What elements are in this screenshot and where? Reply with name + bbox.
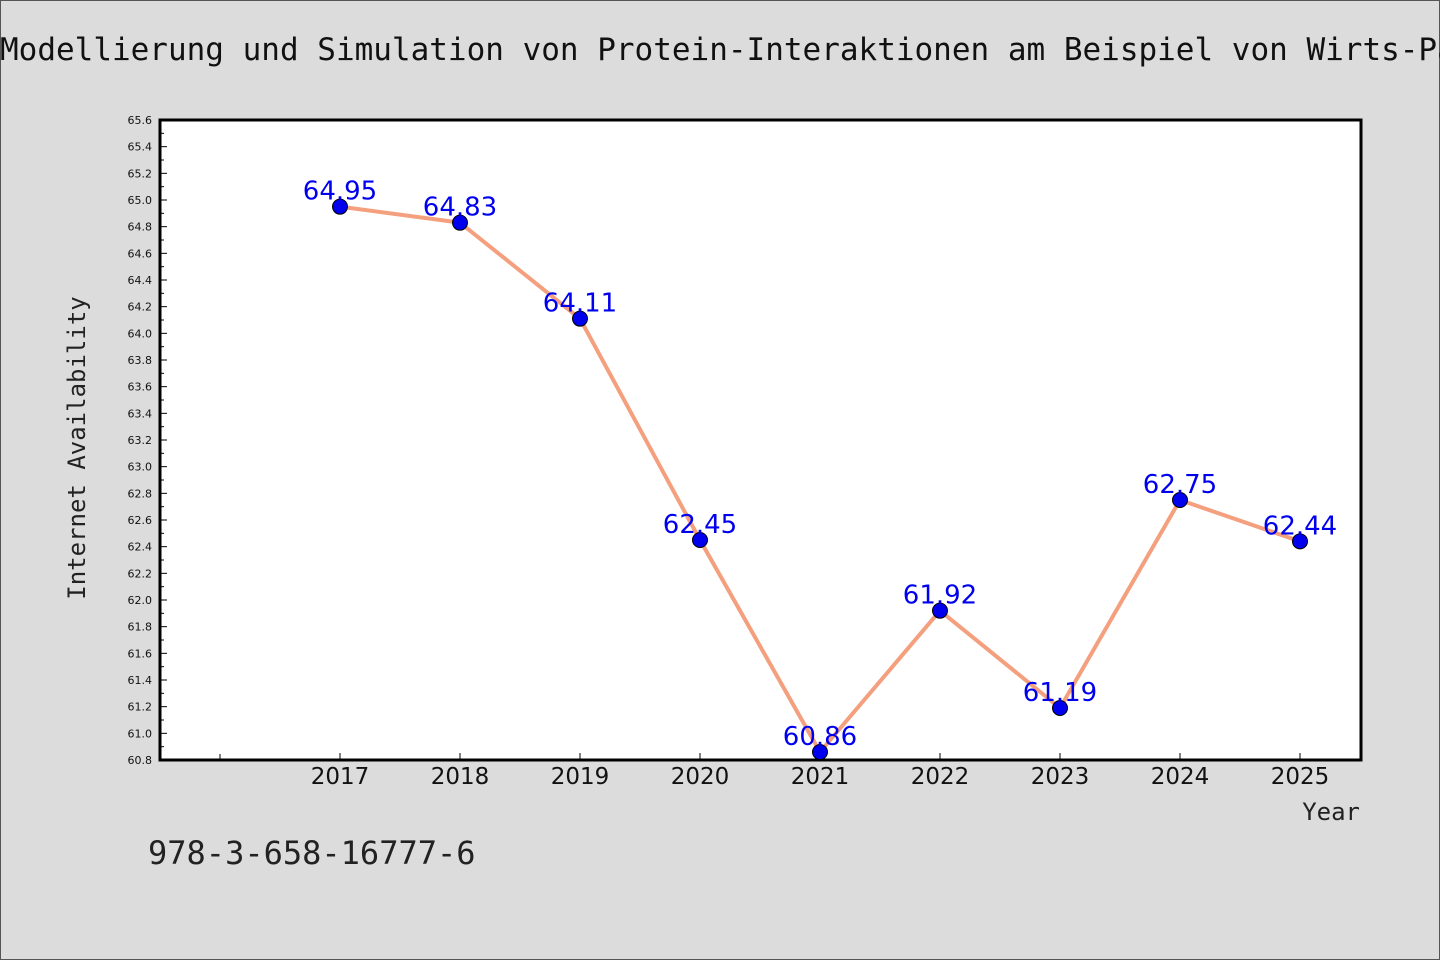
data-label: 64.95 bbox=[303, 177, 377, 207]
chart-title: Modellierung und Simulation von Protein-… bbox=[0, 32, 1440, 68]
data-label: 64.11 bbox=[543, 289, 617, 319]
x-tick-label: 2021 bbox=[791, 764, 850, 790]
data-point bbox=[332, 198, 348, 215]
data-point bbox=[932, 602, 948, 619]
y-tick-label: 61.2 bbox=[128, 701, 153, 714]
y-tick-label: 63.6 bbox=[128, 381, 153, 394]
x-tick-label: 2024 bbox=[1151, 764, 1210, 790]
data-point bbox=[692, 532, 708, 548]
data-label: 61.19 bbox=[1023, 678, 1097, 708]
x-tick-label: 2017 bbox=[311, 764, 370, 790]
y-tick-label: 63.4 bbox=[128, 407, 153, 420]
y-tick-label: 65.4 bbox=[128, 141, 153, 154]
isbn-text: 978-3-658-16777-6 bbox=[148, 834, 476, 872]
y-tick-label: 64.6 bbox=[128, 247, 153, 260]
y-tick-label: 62.2 bbox=[128, 567, 153, 580]
y-tick-label: 62.8 bbox=[128, 487, 153, 500]
series-markers bbox=[332, 198, 1308, 760]
y-tick-label: 65.0 bbox=[128, 194, 153, 207]
data-point bbox=[1172, 492, 1188, 508]
x-tick-label: 2022 bbox=[911, 764, 970, 790]
y-tick-label: 64.0 bbox=[128, 327, 153, 340]
y-tick-label: 60.8 bbox=[128, 754, 153, 767]
y-tick-label: 61.8 bbox=[128, 621, 153, 634]
y-tick-label: 63.8 bbox=[128, 354, 153, 367]
data-label: 62.75 bbox=[1143, 470, 1217, 500]
y-tick-label: 61.6 bbox=[128, 647, 153, 660]
x-axis-label: Year bbox=[1302, 798, 1360, 826]
data-label: 62.45 bbox=[663, 510, 737, 540]
data-point bbox=[1052, 700, 1068, 716]
x-tick-label: 2019 bbox=[551, 764, 610, 790]
y-tick-label: 64.4 bbox=[128, 274, 153, 287]
y-tick-label: 62.6 bbox=[128, 514, 153, 527]
data-label: 60.86 bbox=[783, 722, 857, 752]
x-tick-label: 2023 bbox=[1031, 764, 1090, 790]
x-tick-label: 2018 bbox=[431, 764, 490, 790]
y-tick-label: 63.0 bbox=[128, 461, 153, 474]
y-axis-label: Internet Availability bbox=[63, 296, 91, 599]
y-tick-label: 62.4 bbox=[128, 541, 153, 554]
data-point bbox=[572, 310, 588, 327]
y-tick-label: 61.4 bbox=[128, 674, 153, 687]
y-tick-label: 64.2 bbox=[128, 301, 153, 314]
data-label: 61.92 bbox=[903, 581, 977, 611]
data-point bbox=[1292, 533, 1308, 550]
y-tick-label: 64.8 bbox=[128, 221, 153, 234]
x-tick-label: 2020 bbox=[671, 764, 730, 790]
plot-area bbox=[158, 118, 1363, 762]
y-tick-label: 63.2 bbox=[128, 434, 153, 447]
y-tick-label: 65.2 bbox=[128, 167, 153, 180]
y-tick-label: 62.0 bbox=[128, 594, 153, 607]
data-point bbox=[812, 744, 828, 760]
x-tick-label: 2025 bbox=[1271, 764, 1330, 790]
y-tick-label: 61.0 bbox=[128, 727, 153, 740]
data-label: 62.44 bbox=[1263, 511, 1337, 541]
data-labels: 64.95 64.83 64.11 62.45 60.86 61.92 61.19 62.75… bbox=[303, 177, 1337, 752]
data-point bbox=[452, 214, 468, 231]
data-label: 64.83 bbox=[423, 193, 497, 223]
y-axis-ticks: 60.8 61.0 61.2 61.4 61.6 61.8 62.0 62.2 62.4 62.6… bbox=[128, 114, 167, 767]
x-axis-ticks: 2017 2018 2019 2020 2021 2022 2023 2024 2025 bbox=[219, 753, 1330, 790]
y-tick-label: 65.6 bbox=[128, 114, 153, 127]
